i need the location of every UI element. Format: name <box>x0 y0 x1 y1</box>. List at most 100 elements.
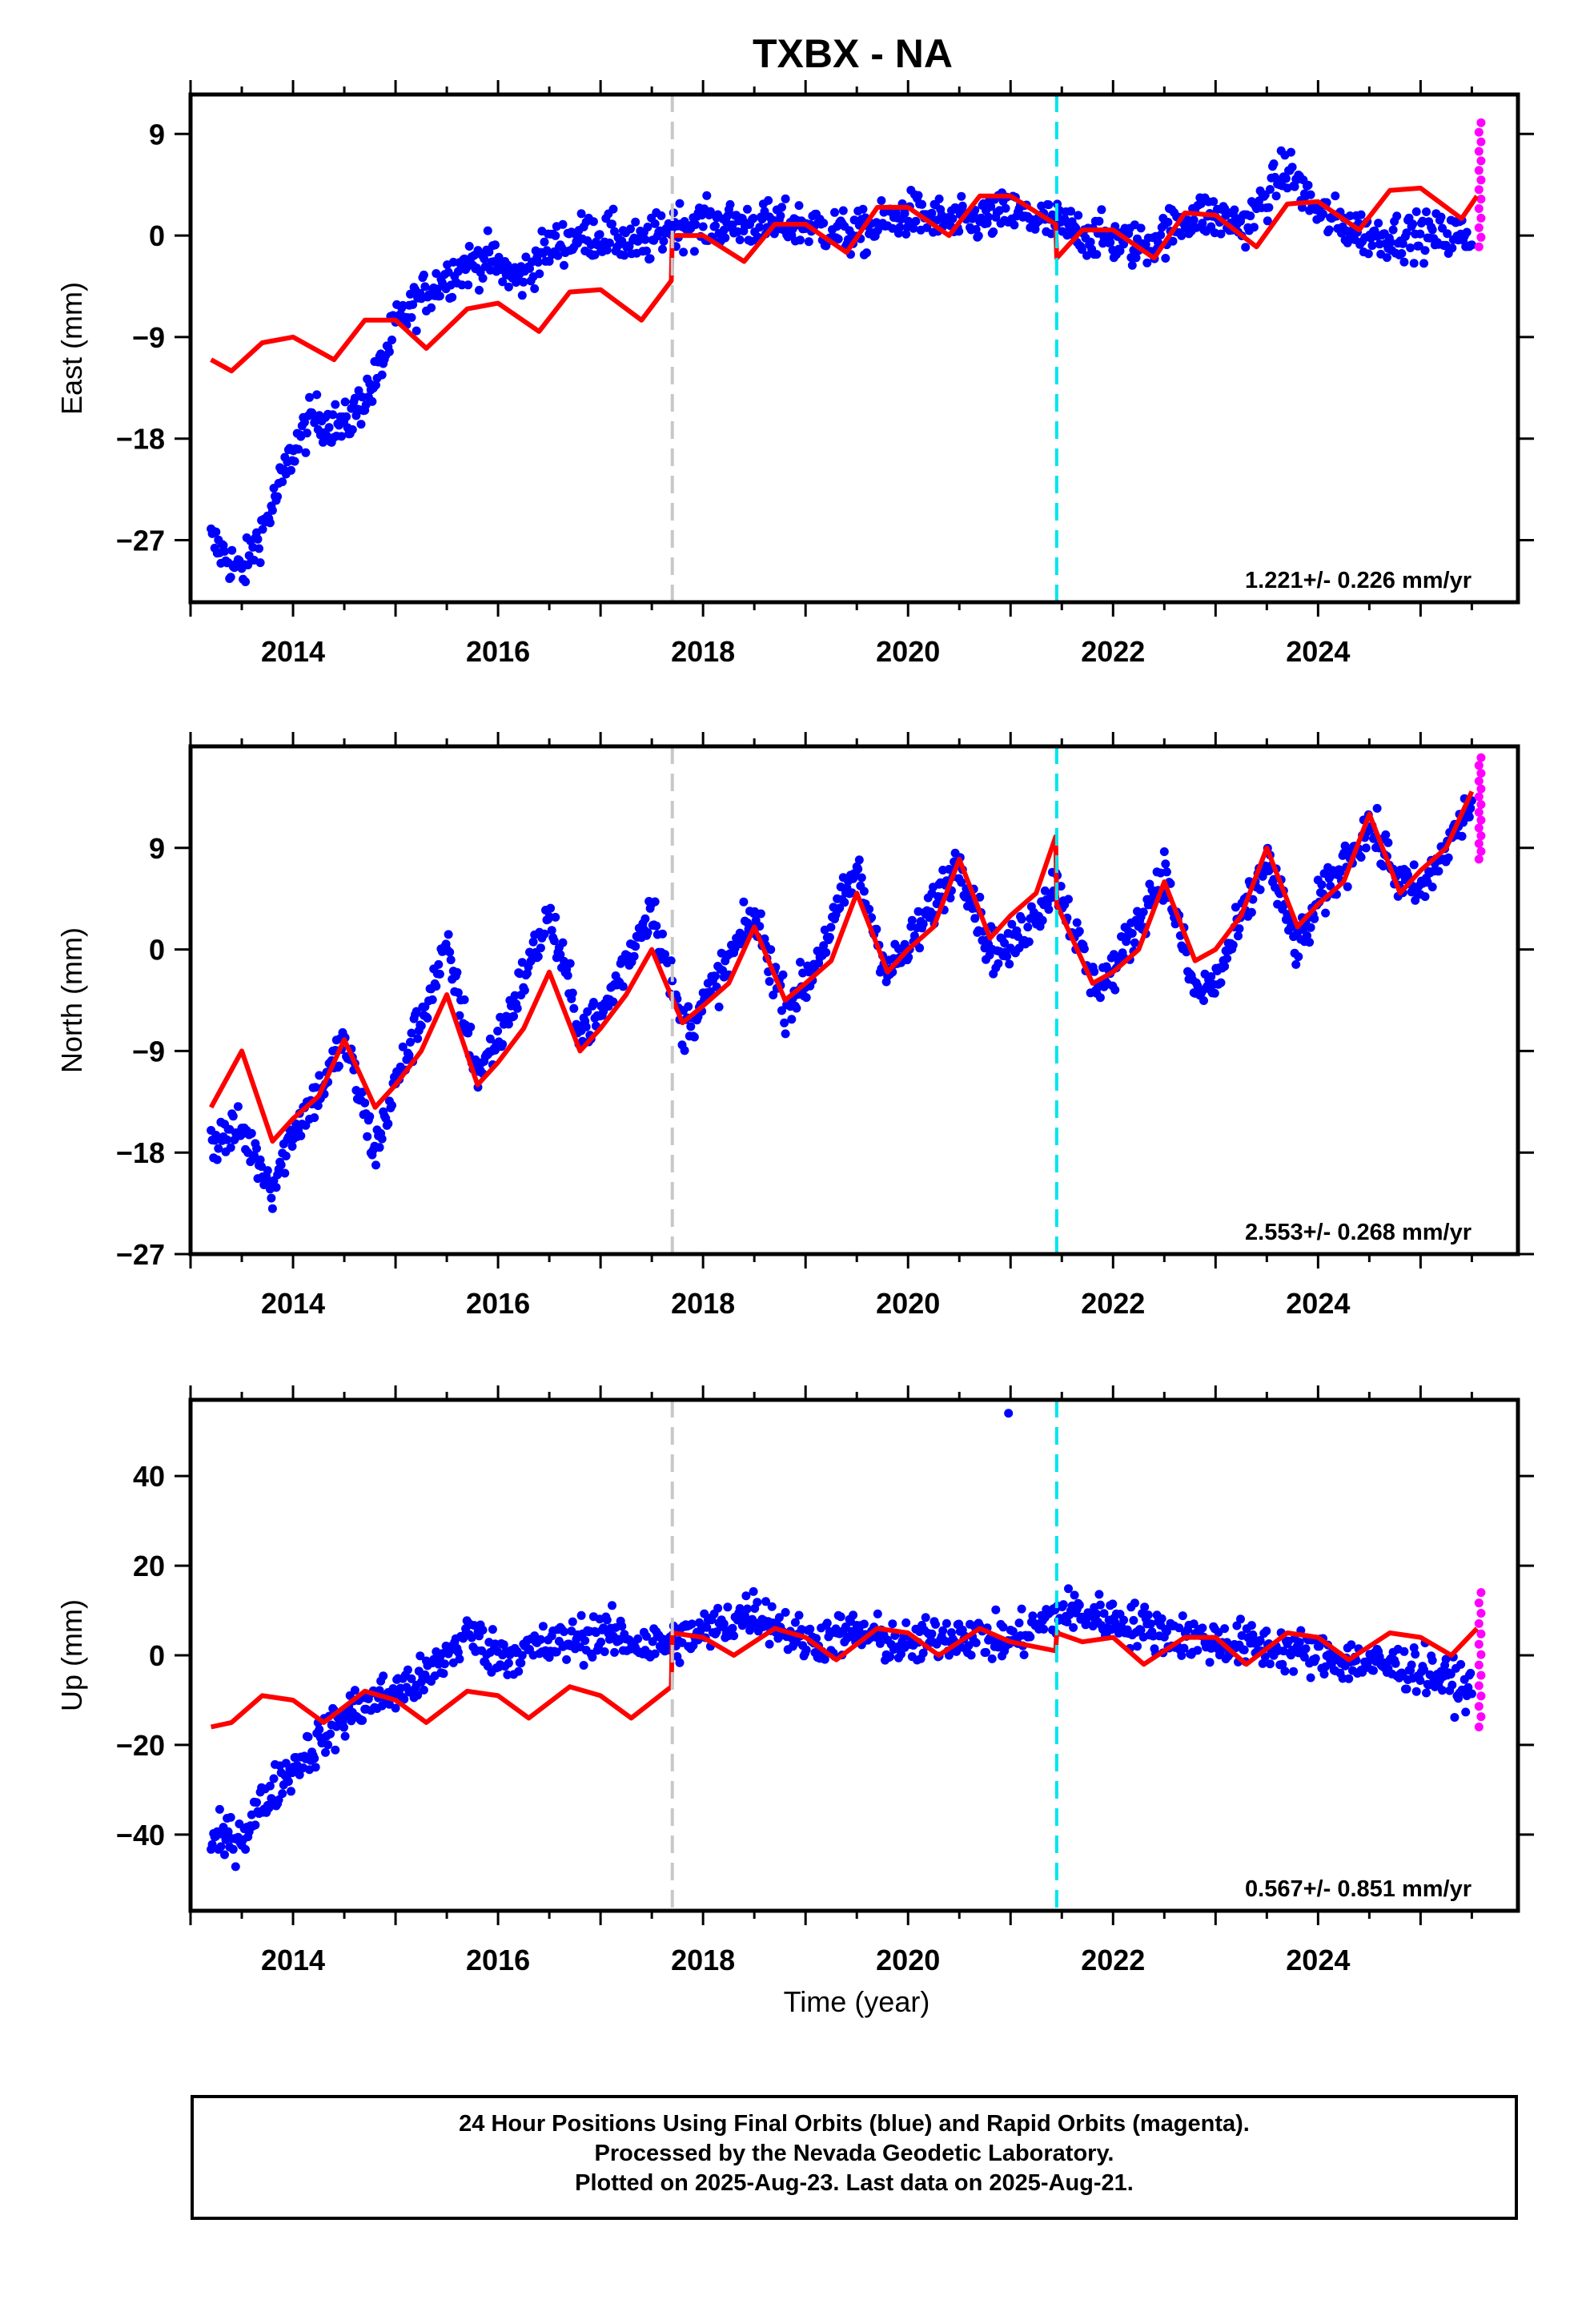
rapid-orbit-point <box>1476 213 1486 223</box>
final-orbit-point <box>305 392 314 402</box>
final-orbit-point <box>918 1648 928 1658</box>
x-axis-label: Time (year) <box>784 1985 930 2018</box>
final-orbit-point <box>303 1732 313 1742</box>
final-orbit-point <box>749 1586 758 1596</box>
final-orbit-point <box>464 242 474 251</box>
final-orbit-point <box>957 191 966 201</box>
final-orbit-point <box>440 1659 449 1669</box>
final-orbit-point <box>464 280 473 290</box>
final-orbit-point <box>1026 1632 1035 1642</box>
final-orbit-point <box>1168 236 1178 246</box>
final-orbit-point <box>650 897 660 907</box>
final-orbit-point <box>533 952 543 961</box>
final-orbit-point <box>1271 191 1281 201</box>
final-orbit-point <box>1193 1646 1203 1655</box>
final-orbit-point <box>1199 996 1208 1005</box>
final-orbit-point <box>491 1639 500 1649</box>
final-orbit-point <box>1382 253 1391 263</box>
final-orbit-point <box>455 1011 464 1020</box>
final-orbit-point <box>551 912 560 922</box>
final-orbit-point <box>547 926 556 935</box>
rapid-orbit-point <box>1476 1671 1486 1680</box>
final-orbit-point <box>1140 1602 1150 1612</box>
final-orbit-point <box>1231 903 1240 912</box>
y-tick-label: −18 <box>116 423 165 456</box>
rapid-orbit-point <box>1474 166 1484 175</box>
rapid-orbit-point <box>1476 1691 1486 1701</box>
final-orbit-point <box>833 235 843 243</box>
final-orbit-point <box>865 904 874 914</box>
final-orbit-point <box>223 1135 232 1144</box>
final-orbit-point <box>1402 1684 1411 1694</box>
final-orbit-point <box>825 932 834 942</box>
final-orbit-point <box>498 1039 508 1049</box>
final-orbit-point <box>652 921 661 931</box>
final-orbit-point <box>875 1638 885 1648</box>
final-orbit-point <box>363 1132 372 1141</box>
final-orbit-point <box>1388 225 1398 235</box>
final-orbit-point <box>269 1774 279 1783</box>
final-orbit-point <box>1230 205 1239 215</box>
final-orbit-point <box>838 206 848 215</box>
panel-north: 2014 2016 2018 2020 2022 2024 9 0 −9 −18 −27 North … <box>55 732 1534 1320</box>
final-orbit-point <box>989 227 998 236</box>
final-orbit-point <box>1079 944 1089 954</box>
final-orbit-point <box>790 1618 800 1627</box>
final-orbit-point <box>475 285 484 295</box>
final-orbit-point <box>756 909 765 919</box>
final-orbit-point <box>836 1612 845 1622</box>
final-orbit-point <box>263 1166 272 1176</box>
final-orbit-point <box>776 211 785 220</box>
rapid-orbit-point <box>1476 800 1486 810</box>
final-orbit-point <box>796 958 805 967</box>
final-orbit-point <box>576 1610 586 1620</box>
final-orbit-point <box>310 1113 319 1123</box>
final-orbit-point <box>553 251 563 260</box>
final-orbit-point <box>1247 907 1256 917</box>
final-orbit-point <box>689 1032 699 1042</box>
final-orbit-point <box>509 1011 519 1021</box>
final-orbit-point <box>419 1685 428 1695</box>
final-orbit-point <box>271 1183 281 1192</box>
final-orbit-point <box>485 1034 495 1043</box>
rapid-orbit-point <box>1474 792 1484 802</box>
final-orbit-point <box>1074 1600 1084 1610</box>
final-orbit-point <box>1241 243 1251 252</box>
final-orbit-point <box>324 423 334 432</box>
final-orbit-point <box>231 1862 240 1872</box>
final-orbit-point <box>618 982 628 991</box>
y-tick-label: 40 <box>133 1460 165 1493</box>
final-orbit-point <box>1464 812 1474 822</box>
rapid-orbit-point <box>1474 204 1484 213</box>
final-orbit-point <box>1422 1688 1431 1698</box>
rate-label: 2.553+/- 0.268 mm/yr <box>1245 1220 1472 1245</box>
final-orbit-point <box>398 1042 408 1051</box>
final-orbit-point <box>227 545 237 555</box>
final-orbit-point <box>276 1160 286 1170</box>
final-orbit-point <box>313 1101 323 1111</box>
final-orbit-point <box>565 959 575 968</box>
final-orbit-point <box>974 231 983 240</box>
final-orbit-point <box>416 1021 426 1031</box>
final-orbit-point <box>927 208 937 218</box>
final-orbit-point <box>1406 243 1415 252</box>
final-orbit-point <box>729 1631 739 1641</box>
final-orbit-point <box>602 245 612 255</box>
final-orbit-point <box>453 1647 463 1657</box>
final-orbit-point <box>608 204 618 214</box>
final-orbit-point <box>820 1655 829 1664</box>
final-orbit-point <box>1386 237 1395 247</box>
final-orbit-point <box>728 1623 737 1633</box>
final-orbit-point <box>1301 1644 1311 1654</box>
final-orbit-point <box>1415 229 1425 239</box>
x-tick-label: 2020 <box>876 1287 940 1320</box>
final-orbit-point <box>228 1112 238 1121</box>
final-orbit-point <box>478 1626 488 1634</box>
final-orbit-point <box>536 1634 545 1644</box>
final-orbit-point <box>998 1622 1008 1632</box>
final-orbit-point <box>1290 182 1299 191</box>
final-orbit-point <box>862 248 871 258</box>
final-orbit-point <box>1198 219 1207 228</box>
final-orbit-point <box>1131 253 1141 263</box>
final-orbit-point <box>1278 1659 1287 1669</box>
